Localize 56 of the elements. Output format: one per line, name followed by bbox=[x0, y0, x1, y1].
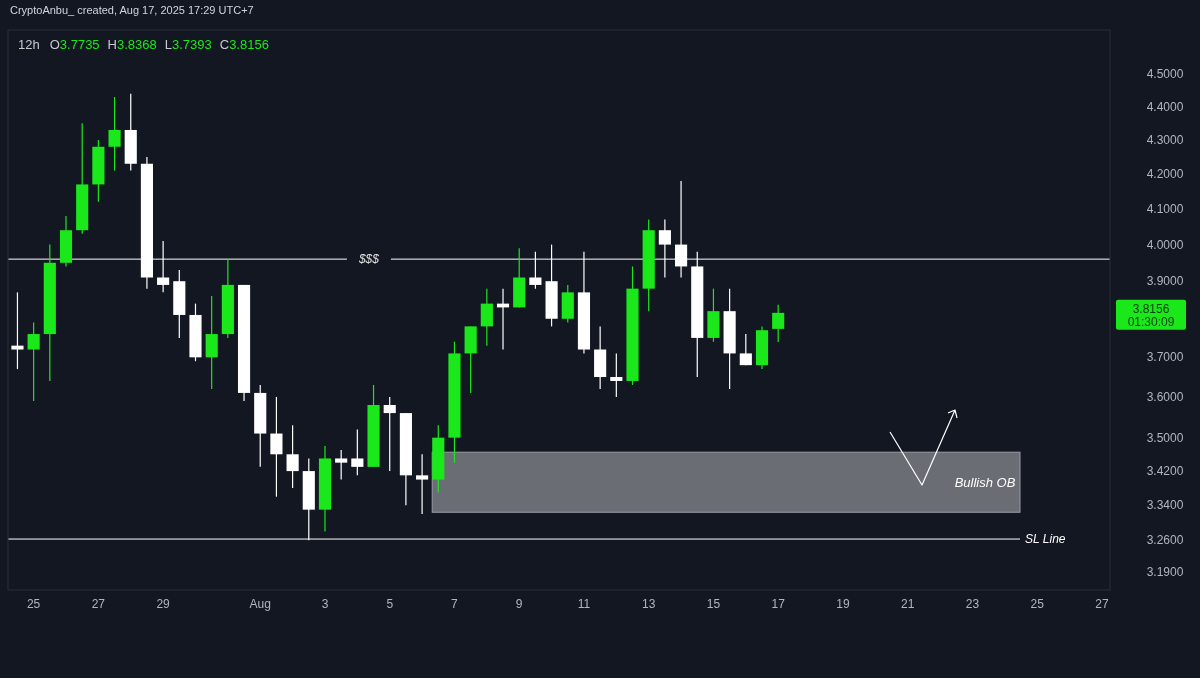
x-tick-label: 25 bbox=[1030, 597, 1045, 611]
x-tick-label: 27 bbox=[91, 597, 106, 611]
text: CryptoAnbu_ created, Aug 17, 2025 17:29 UTC+7 bbox=[10, 4, 254, 16]
x-tick-label: 3 bbox=[321, 597, 329, 611]
y-tick-label: 3.2600 bbox=[1146, 533, 1184, 548]
y-tick-label: 4.0000 bbox=[1146, 237, 1184, 252]
candlestick bbox=[205, 295, 218, 390]
candlestick bbox=[335, 449, 348, 481]
candlestick bbox=[772, 304, 785, 343]
x-tick-label: 23 bbox=[965, 597, 980, 611]
x-tick-label: 17 bbox=[771, 597, 786, 611]
candlestick bbox=[11, 291, 24, 370]
x-tick-label: 19 bbox=[836, 597, 850, 611]
x-tick-label: 27 bbox=[1095, 597, 1109, 611]
x-tick-label: 13 bbox=[642, 597, 656, 611]
x-tick-label: 29 bbox=[156, 597, 171, 611]
text: 12h bbox=[18, 37, 40, 52]
candlestick bbox=[108, 96, 121, 172]
y-tick-label: 4.1000 bbox=[1146, 201, 1184, 216]
x-tick-label: 5 bbox=[386, 597, 394, 611]
candlestick bbox=[480, 288, 493, 347]
y-tick-label: 4.4000 bbox=[1146, 99, 1184, 114]
x-tick-label: 15 bbox=[706, 597, 721, 611]
y-tick-label: 3.9000 bbox=[1146, 274, 1184, 289]
annotation: H3.8368 bbox=[107, 37, 157, 52]
x-tick-label: 25 bbox=[26, 597, 41, 611]
band-label: Bullish OB bbox=[954, 475, 1016, 491]
candlestick bbox=[610, 352, 623, 398]
x-tick-label: 21 bbox=[900, 597, 915, 611]
y-tick-label: 4.2000 bbox=[1146, 167, 1184, 182]
text: 01:30:09 bbox=[1127, 314, 1175, 329]
candlestick bbox=[739, 333, 752, 366]
y-tick-label: 3.4200 bbox=[1146, 464, 1184, 479]
y-tick-label: 3.1900 bbox=[1146, 564, 1184, 579]
y-tick-label: 3.5000 bbox=[1146, 430, 1184, 445]
annotation: C3.8156 bbox=[219, 37, 269, 52]
x-tick-label: Aug bbox=[249, 597, 271, 611]
candlestick bbox=[286, 424, 299, 489]
y-tick-label: 3.6000 bbox=[1146, 389, 1184, 404]
candlestick bbox=[270, 396, 283, 498]
ref-line-label: $$$ bbox=[357, 252, 380, 267]
y-tick-label: 3.3400 bbox=[1146, 498, 1184, 513]
candlestick bbox=[383, 396, 396, 472]
x-tick-label: 9 bbox=[515, 597, 523, 611]
ref-line-label: SL Line bbox=[1025, 532, 1066, 547]
annotation: L3.7393 bbox=[164, 37, 212, 52]
text: 3.8156 bbox=[1132, 301, 1170, 316]
y-tick-label: 4.3000 bbox=[1146, 133, 1184, 148]
y-tick-label: 4.5000 bbox=[1146, 67, 1184, 82]
annotation: O3.7735 bbox=[49, 37, 100, 52]
candlestick bbox=[416, 453, 429, 515]
candlestick bbox=[27, 321, 40, 402]
candlestick bbox=[351, 428, 364, 476]
x-tick-label: 11 bbox=[577, 597, 591, 611]
y-tick-label: 3.7000 bbox=[1146, 350, 1184, 365]
x-tick-label: 7 bbox=[451, 597, 459, 611]
